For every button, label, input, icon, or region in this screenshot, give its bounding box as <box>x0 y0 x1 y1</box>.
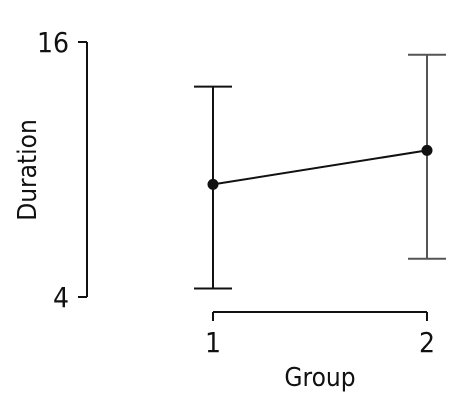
x-tick-label: 2 <box>419 326 435 359</box>
y-tick-label: 4 <box>53 281 69 314</box>
data-point <box>421 144 433 156</box>
y-axis-label: Duration <box>13 119 43 221</box>
plot-area <box>194 53 446 290</box>
error-bar <box>408 53 446 260</box>
x-tick-label: 1 <box>205 326 221 359</box>
y-axis: 4 16 Duration <box>13 26 88 314</box>
y-tick-label: 16 <box>37 26 69 59</box>
y-ticks: 4 16 <box>37 26 87 314</box>
x-axis-label: Group <box>284 363 355 393</box>
data-point <box>207 178 219 190</box>
series-line <box>212 149 428 186</box>
